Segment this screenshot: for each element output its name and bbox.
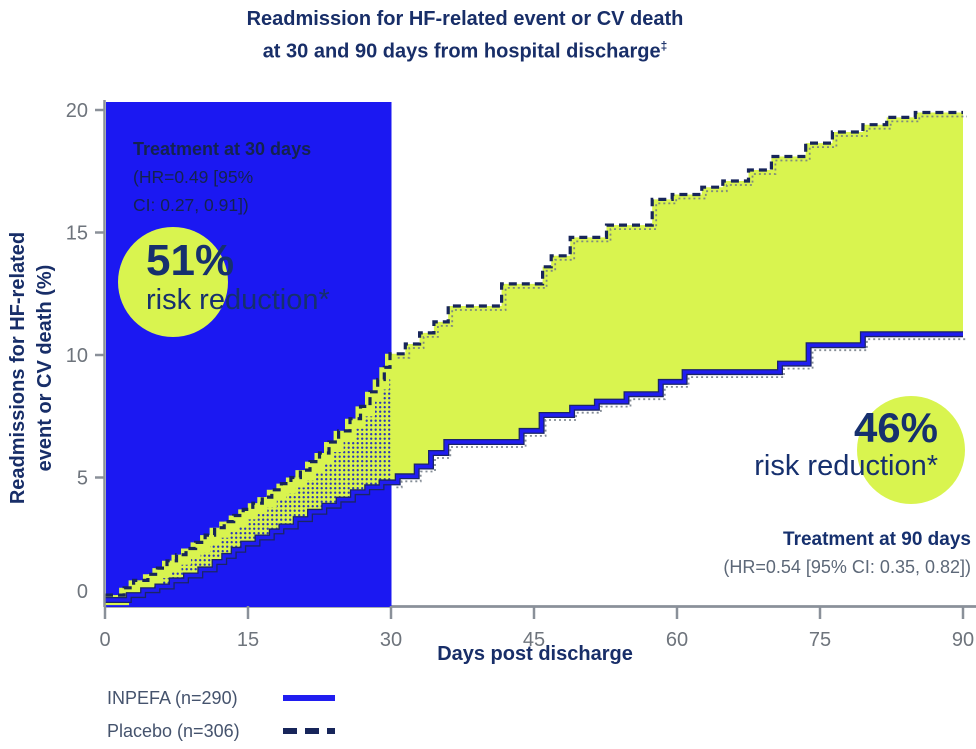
x-axis-label: Days post discharge <box>437 643 633 665</box>
chart-title-line1: Readmission for HF-related event or CV d… <box>246 8 684 30</box>
treatment-30-hr-line1: (HR=0.49 [95% <box>133 167 254 187</box>
x-tick-label-45: 45 <box>523 629 545 651</box>
treatment-90-hr: (HR=0.54 [95% CI: 0.35, 0.82]) <box>723 557 971 577</box>
risk-reduction-51-value: 51% <box>146 236 235 285</box>
treatment-30-annotation: Treatment at 30 days (HR=0.49 [95% CI: 0… <box>133 135 383 219</box>
legend-item-inpefa: INPEFA (n=290) <box>107 687 335 709</box>
treatment-90-title: Treatment at 90 days <box>783 529 971 550</box>
x-tick-label-15: 15 <box>237 629 259 651</box>
legend: INPEFA (n=290) Placebo (n=306) <box>107 687 335 742</box>
placebo-curve <box>105 110 963 597</box>
y-tick-label-15: 15 <box>66 223 88 245</box>
x-tick-label-75: 75 <box>809 629 831 651</box>
x-tick-label-90: 90 <box>952 629 974 651</box>
y-tick-label-20: 20 <box>66 100 88 122</box>
risk-reduction-46-value: 46% <box>853 404 938 451</box>
risk-reduction-51-label: risk reduction* <box>146 284 330 316</box>
placebo-curve-shadow <box>395 115 967 359</box>
legend-swatch-inpefa-solid-line <box>283 695 335 701</box>
y-tick-label-0: 0 <box>77 581 88 603</box>
x-axis-ticks: 0 15 30 45 60 75 90 <box>99 606 974 651</box>
x-tick-label-30: 30 <box>380 629 402 651</box>
treatment-30-title: Treatment at 30 days <box>133 139 312 159</box>
risk-reduction-51-text: 51% risk reduction* <box>146 236 330 317</box>
legend-item-placebo: Placebo (n=306) <box>107 720 335 742</box>
legend-label-inpefa: INPEFA (n=290) <box>107 688 238 708</box>
risk-reduction-46-label: risk reduction* <box>754 450 938 482</box>
risk-reduction-fill-30-90 <box>391 112 963 483</box>
risk-reduction-fill-0-30 <box>105 353 392 600</box>
risk-reduction-51-circle <box>118 227 228 337</box>
legend-swatch-placebo-dashed-line <box>283 728 335 734</box>
treatment-30-hr-line2: CI: 0.27, 0.91]) <box>133 195 249 215</box>
dagger-footnote-mark: ‡ <box>660 39 668 53</box>
legend-label-placebo: Placebo (n=306) <box>107 721 240 741</box>
chart-title-line2: at 30 and 90 days from hospital discharg… <box>262 39 668 63</box>
chart-title: Readmission for HF-related event or CV d… <box>0 6 930 66</box>
treatment-90-annotation: Treatment at 90 days (HR=0.54 [95% CI: 0… <box>723 527 971 581</box>
y-tick-label-10: 10 <box>66 345 88 367</box>
risk-reduction-46-circle <box>857 396 965 504</box>
y-axis-ticks: 0 5 10 15 20 <box>66 100 104 603</box>
y-tick-label-5: 5 <box>77 468 88 490</box>
risk-reduction-46-text: 46% risk reduction* <box>754 404 938 483</box>
x-tick-label-0: 0 <box>99 629 110 651</box>
inpefa-curve <box>105 332 963 602</box>
x-tick-label-60: 60 <box>666 629 688 651</box>
